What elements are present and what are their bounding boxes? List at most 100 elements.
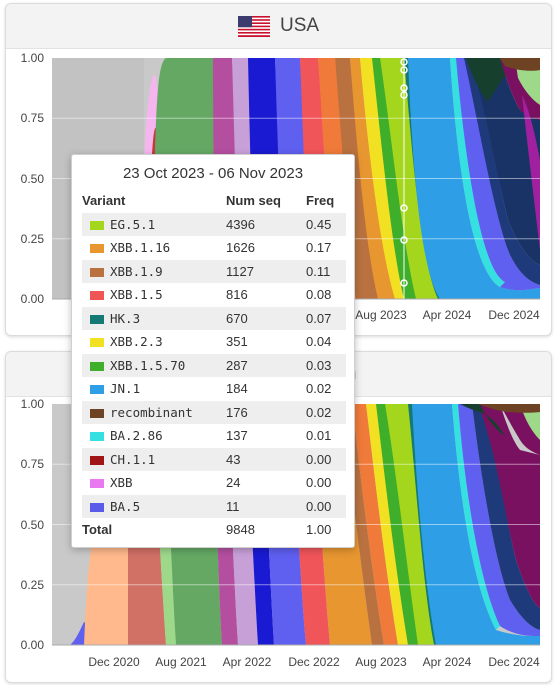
num-seq-cell: 1626 <box>226 240 255 256</box>
y-tick-label: 0.75 <box>21 111 45 125</box>
variant-cell: XBB <box>82 471 226 495</box>
variant-name: CH.1.1 <box>110 451 156 467</box>
variant-cell: XBB.1.5 <box>82 283 226 307</box>
series-area <box>478 404 540 413</box>
hover-marker <box>400 204 408 212</box>
freq-cell: 0.02 <box>306 381 332 397</box>
tooltip-row: BA.5 11 0.00 <box>82 494 346 518</box>
y-tick-label: 0.25 <box>21 578 45 592</box>
freq-cell: 0.00 <box>306 494 346 518</box>
variant-cell: XBB.1.16 <box>82 236 226 260</box>
y-tick-label: 0.25 <box>21 232 45 246</box>
variant-cell: XBB.2.3 <box>82 330 226 354</box>
variant-cell: CH.1.1 <box>82 447 226 471</box>
variant-cell: BA.2.86 <box>82 424 226 448</box>
series-area <box>450 58 505 287</box>
tooltip-header-row: Variant Num seq Freq <box>82 189 346 213</box>
variant-cell: JN.1 <box>82 377 226 401</box>
variant-cell: XBB.1.5.70 <box>82 353 226 377</box>
variant-name: HK.3 <box>110 310 141 326</box>
variant-cell: recombinant <box>82 400 226 424</box>
x-tick-label: Dec 2022 <box>288 655 340 669</box>
variant-cell: BA.5 <box>82 494 226 518</box>
variant-color-swatch <box>90 502 104 512</box>
tooltip-total-row: Total 9848 1.00 <box>82 518 346 542</box>
tooltip-row: CH.1.1 43 0.00 <box>82 447 346 471</box>
hover-marker <box>400 91 408 99</box>
variant-color-swatch <box>90 314 104 324</box>
freq-cell: 0.08 <box>306 287 332 303</box>
x-tick-label: Aug 2023 <box>355 308 407 322</box>
tooltip-row: XBB.1.16 1626 0.17 <box>82 236 346 260</box>
num-seq-cell: 184 <box>226 381 248 397</box>
x-tick-label: Aug 2023 <box>355 655 407 669</box>
freq-cell: 0.00 <box>306 475 332 491</box>
panel-header: USA <box>6 4 551 49</box>
total-label: Total <box>82 522 113 538</box>
num-seq-cell: 1127 <box>226 259 306 283</box>
y-tick-label: 0.50 <box>21 172 45 186</box>
variant-name: XBB.1.5.70 <box>110 357 186 373</box>
tooltip-row: XBB.1.9 1127 0.11 <box>82 259 346 283</box>
variant-color-swatch <box>90 479 104 489</box>
y-tick-label: 0.00 <box>21 638 45 652</box>
series-area <box>520 404 540 440</box>
freq-cell: 0.04 <box>306 334 332 350</box>
variant-name: XBB <box>110 475 133 491</box>
variant-color-swatch <box>90 455 104 465</box>
hover-marker <box>400 58 408 66</box>
num-seq-cell: 4396 <box>226 212 306 236</box>
series-area <box>522 95 540 250</box>
tooltip-row: HK.3 670 0.07 <box>82 306 346 330</box>
tooltip-row: XBB.1.5.70 287 0.03 <box>82 353 346 377</box>
variant-name: XBB.1.9 <box>110 263 163 279</box>
variant-cell: EG.5.1 <box>82 212 226 236</box>
column-header-num-seq: Num seq <box>226 193 281 209</box>
num-seq-cell: 24 <box>226 475 241 491</box>
hover-marker <box>400 84 408 92</box>
hover-marker <box>400 236 408 244</box>
x-tick-label: Dec 2020 <box>88 655 140 669</box>
freq-cell: 0.07 <box>306 306 346 330</box>
column-header-variant: Variant <box>82 193 126 209</box>
variant-name: XBB.1.16 <box>110 240 171 256</box>
freq-cell: 0.01 <box>306 428 332 444</box>
series-area <box>472 404 540 630</box>
variant-color-swatch <box>90 408 104 418</box>
tooltip-row: BA.2.86 137 0.01 <box>82 424 346 448</box>
tooltip-row: EG.5.1 4396 0.45 <box>82 212 346 236</box>
x-tick-label: Apr 2022 <box>223 655 272 669</box>
panel-title: USA <box>280 15 320 36</box>
y-tick-label: 0.75 <box>21 457 45 471</box>
us-flag-icon <box>238 16 270 37</box>
variant-name: XBB.1.5 <box>110 287 163 303</box>
hover-tooltip: 23 Oct 2023 - 06 Nov 2023 Variant Num se… <box>71 154 355 548</box>
total-num-seq: 9848 <box>226 522 255 538</box>
total-freq: 1.00 <box>306 522 332 538</box>
freq-cell: 0.45 <box>306 212 346 236</box>
column-header-freq: Freq <box>306 193 335 209</box>
num-seq-cell: 176 <box>226 400 306 424</box>
tooltip-row: recombinant 176 0.02 <box>82 400 346 424</box>
variant-name: recombinant <box>110 404 193 420</box>
y-tick-label: 1.00 <box>21 397 45 411</box>
variant-color-swatch <box>90 338 104 348</box>
tooltip-row: JN.1 184 0.02 <box>82 377 346 401</box>
tooltip-table: Variant Num seq Freq EG.5.1 4396 0.45 XBB.1… <box>82 189 346 542</box>
tooltip-title: 23 Oct 2023 - 06 Nov 2023 <box>122 165 304 182</box>
series-area <box>458 404 540 636</box>
num-seq-cell: 137 <box>226 428 248 444</box>
num-seq-cell: 816 <box>226 287 248 303</box>
num-seq-cell: 287 <box>226 353 306 377</box>
num-seq-cell: 351 <box>226 334 248 350</box>
tooltip-row: XBB.2.3 351 0.04 <box>82 330 346 354</box>
variant-color-swatch <box>90 244 104 254</box>
x-tick-label: Apr 2024 <box>423 308 472 322</box>
y-tick-label: 0.00 <box>21 292 45 306</box>
tooltip-row: XBB.1.5 816 0.08 <box>82 283 346 307</box>
x-tick-label: Aug 2021 <box>155 655 207 669</box>
x-tick-label: Apr 2024 <box>423 655 472 669</box>
variant-color-swatch <box>90 385 104 395</box>
series-area <box>470 58 540 265</box>
freq-cell: 0.00 <box>306 447 346 471</box>
